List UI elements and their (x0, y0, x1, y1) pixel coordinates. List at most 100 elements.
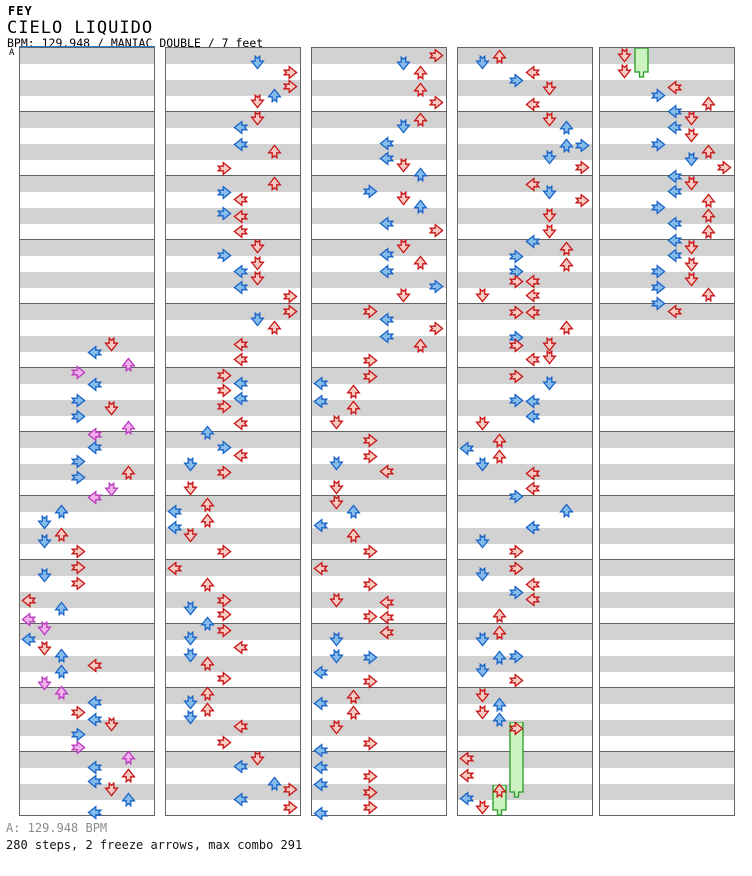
left-arrow-note (233, 639, 249, 655)
down-arrow-note (396, 55, 411, 71)
down-arrow-note (475, 456, 490, 472)
right-arrow-note (429, 278, 445, 294)
up-arrow-note (492, 432, 507, 448)
left-arrow-note (233, 191, 249, 207)
right-arrow-note (70, 739, 86, 755)
left-arrow-note (312, 759, 328, 775)
right-arrow-note (508, 648, 524, 664)
up-arrow-note (346, 503, 361, 519)
up-arrow-note (700, 286, 716, 302)
up-arrow-note (412, 198, 428, 214)
up-arrow-note (412, 111, 428, 127)
left-arrow-note (233, 375, 249, 391)
left-arrow-note (667, 168, 683, 184)
right-arrow-note (216, 439, 232, 455)
down-arrow-note (396, 238, 411, 254)
left-arrow-note (525, 393, 541, 409)
right-arrow-note (650, 136, 666, 152)
right-arrow-note (216, 464, 232, 480)
left-arrow-note (525, 96, 541, 112)
down-arrow-note (684, 271, 699, 287)
up-arrow-note (558, 502, 574, 518)
left-arrow-note (458, 750, 474, 766)
right-arrow-note (508, 392, 524, 408)
up-arrow-note (54, 684, 69, 700)
up-arrow-note (200, 701, 215, 717)
right-arrow-note (508, 584, 524, 600)
left-arrow-note (525, 576, 541, 592)
up-arrow-note (200, 512, 215, 528)
down-arrow-note (250, 238, 265, 254)
left-arrow-note (312, 742, 328, 758)
up-arrow-note (346, 383, 361, 399)
right-arrow-note (283, 78, 299, 94)
up-arrow-note (54, 503, 69, 519)
right-arrow-note (362, 352, 378, 368)
left-arrow-note (667, 183, 683, 199)
down-arrow-note (104, 781, 119, 797)
right-arrow-note (216, 543, 232, 559)
up-arrow-note (700, 223, 716, 239)
up-arrow-note (266, 175, 282, 191)
left-arrow-note (20, 592, 36, 608)
up-arrow-note (346, 688, 361, 704)
down-arrow-note (684, 151, 699, 167)
right-arrow-note (429, 94, 445, 110)
up-arrow-note (120, 749, 136, 765)
left-arrow-note (87, 694, 103, 710)
right-arrow-note (216, 670, 232, 686)
left-arrow-note (379, 328, 395, 344)
freeze-arrow-tail (634, 47, 649, 82)
down-arrow-note (329, 631, 344, 647)
down-arrow-note (396, 190, 411, 206)
up-arrow-note (200, 424, 215, 440)
right-arrow-note (283, 799, 299, 815)
down-arrow-note (475, 662, 490, 678)
freeze-arrow-tail (492, 784, 507, 820)
up-arrow-note (120, 356, 136, 372)
right-arrow-note (362, 448, 378, 464)
down-arrow-note (329, 479, 344, 495)
right-arrow-note (70, 575, 86, 591)
right-arrow-note (70, 726, 86, 742)
left-arrow-note (87, 804, 103, 820)
down-arrow-note (475, 687, 490, 703)
down-arrow-note (37, 675, 52, 691)
right-arrow-note (362, 303, 378, 319)
down-arrow-note (37, 567, 52, 583)
left-arrow-note (667, 103, 683, 119)
down-arrow-note (475, 704, 490, 720)
right-arrow-note (362, 649, 378, 665)
down-arrow-note (37, 640, 52, 656)
freeze-arrow-tail (508, 721, 524, 802)
left-arrow-note (312, 664, 328, 680)
down-arrow-note (250, 750, 265, 766)
left-arrow-note (525, 465, 541, 481)
right-arrow-note (429, 320, 445, 336)
left-arrow-note (233, 718, 249, 734)
left-arrow-note (87, 657, 103, 673)
chart-column-5 (599, 47, 735, 816)
down-arrow-note (684, 239, 699, 255)
left-arrow-note (87, 344, 103, 360)
left-arrow-note (379, 135, 395, 151)
left-arrow-note (379, 150, 395, 166)
down-arrow-note (684, 110, 699, 126)
right-arrow-note (70, 469, 86, 485)
right-arrow-note (283, 64, 299, 80)
right-arrow-note (70, 392, 86, 408)
left-arrow-note (458, 790, 474, 806)
left-arrow-note (312, 776, 328, 792)
right-arrow-note (717, 159, 733, 175)
right-arrow-note (362, 608, 378, 624)
left-arrow-note (379, 609, 395, 625)
left-arrow-note (379, 594, 395, 610)
up-arrow-note (200, 685, 215, 701)
right-arrow-note (216, 160, 232, 176)
left-arrow-note (233, 119, 249, 135)
down-arrow-note (183, 647, 198, 663)
down-arrow-note (617, 63, 632, 79)
up-arrow-note (492, 607, 507, 623)
down-arrow-note (183, 480, 198, 496)
right-arrow-note (216, 622, 232, 638)
